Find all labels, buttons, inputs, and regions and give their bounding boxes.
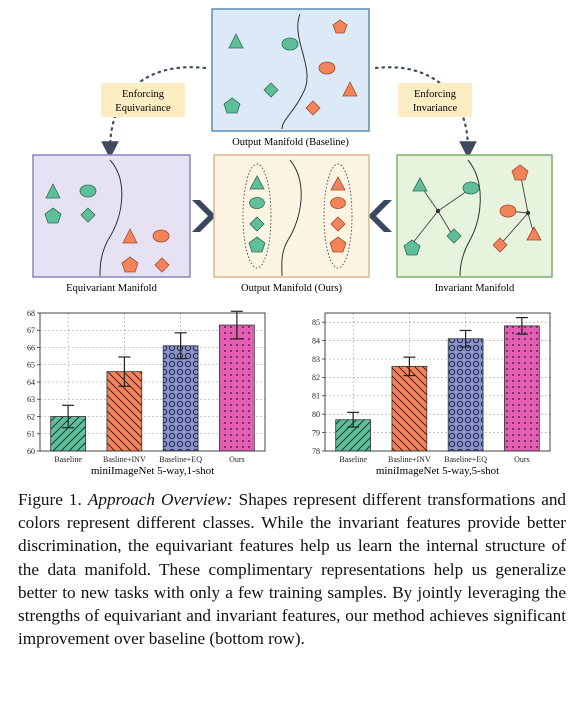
cluster-center-orange [525, 210, 531, 216]
cluster-teal-outline [242, 163, 272, 269]
shape-orange-ellipse [499, 204, 517, 218]
caption-body: Shapes represent different transformatio… [18, 490, 567, 649]
chevron-left-icon [368, 200, 392, 232]
y-tick-label: 82 [312, 373, 320, 382]
shape-teal-ellipse [79, 184, 97, 198]
cluster-center-teal [435, 208, 441, 214]
bar-baseline-eq [162, 345, 199, 452]
y-tick-label: 66 [27, 343, 35, 352]
y-tick-label: 81 [312, 392, 320, 401]
panel-label-ours: Output Manifold (Ours) [241, 283, 342, 294]
shape-orange-ellipse [330, 197, 346, 209]
arrow-to-invariant [374, 66, 477, 159]
shape-orange-pentagon [332, 19, 348, 34]
tag-enforcing-equivariance: Enforcing Equivariance [101, 83, 185, 117]
caption-title: Approach Overview: [87, 490, 233, 509]
y-tick-label: 78 [312, 447, 320, 456]
plot-frame [324, 312, 551, 452]
bar-ours [504, 325, 540, 452]
bar-ours [219, 324, 255, 452]
panel-invariant: Invariant Manifold [396, 154, 553, 294]
shape-teal-diamond [263, 82, 279, 98]
shape-teal-triangle [228, 33, 244, 49]
shape-orange-triangle [122, 228, 138, 244]
x-tick-label: Ours [514, 455, 530, 464]
y-tick-label: 84 [312, 336, 320, 345]
shape-orange-ellipse [152, 229, 170, 243]
bar-basline-inv [391, 365, 428, 452]
y-tick-label: 64 [27, 378, 35, 387]
shape-orange-triangle [342, 81, 358, 97]
shape-orange-ellipse [318, 61, 336, 75]
shape-teal-diamond [80, 207, 96, 223]
shape-teal-ellipse [281, 37, 299, 51]
shape-teal-ellipse [249, 197, 265, 209]
x-tick-label: Baseline [54, 455, 82, 464]
shape-orange-pentagon [329, 236, 347, 253]
y-tick-label: 62 [27, 412, 35, 421]
panel-label-baseline: Output Manifold (Baseline) [232, 137, 349, 148]
y-tick-label: 80 [312, 410, 320, 419]
chart-5shot: 78 79 80 81 82 83 84 85 Baseline Basline+INV Basel… [312, 312, 551, 477]
shape-teal-pentagon [223, 97, 241, 114]
y-tick-label: 83 [312, 355, 320, 364]
tag-invariance-line1: Enforcing [414, 89, 457, 100]
shape-teal-pentagon [44, 207, 62, 224]
shape-teal-pentagon [403, 239, 421, 256]
shape-teal-triangle [45, 183, 61, 199]
y-tick-label: 65 [27, 361, 35, 370]
figure-caption: Figure 1. Approach Overview: Shapes repr… [18, 488, 566, 650]
panel-output-ours: Output Manifold (Ours) [213, 154, 370, 294]
x-tick-label: Basline+INV [388, 455, 431, 464]
shape-orange-diamond [330, 216, 346, 232]
approach-overview-figure: Output Manifold (Baseline) Enforcing Equ… [27, 8, 553, 477]
figure-label: Figure 1. [18, 490, 82, 509]
panel-label-equivariant: Equivariant Manifold [66, 283, 157, 294]
x-tick-label: Basline+INV [103, 455, 146, 464]
bar-baseline [50, 416, 86, 452]
shape-orange-diamond [492, 237, 508, 253]
shape-orange-diamond [154, 257, 170, 273]
shape-orange-pentagon [121, 256, 139, 273]
tag-equivariance-line1: Enforcing [122, 89, 165, 100]
plot-frame [39, 312, 266, 452]
panel-output-baseline: Output Manifold (Baseline) [211, 8, 370, 148]
y-tick-label: 60 [27, 447, 35, 456]
panel-equivariant: Equivariant Manifold [32, 154, 191, 294]
shape-teal-diamond [446, 228, 462, 244]
y-tick-label: 79 [312, 428, 320, 437]
bar-baseline-eq [447, 338, 484, 452]
tag-enforcing-invariance: Enforcing Invariance [398, 83, 472, 117]
y-tick-label: 68 [27, 309, 35, 318]
x-tick-label: Baseline+EQ [159, 455, 202, 464]
x-axis-label: miniImageNet 5-way,5-shot [376, 465, 499, 477]
tag-equivariance-line2: Equivariance [115, 103, 171, 114]
shape-orange-pentagon [511, 164, 529, 181]
chevron-right-icon [192, 200, 216, 232]
x-tick-label: Ours [229, 455, 245, 464]
shape-teal-pentagon [248, 236, 266, 253]
chart-1shot: 60 61 62 63 64 65 66 67 68 Baseline Basline+INV Bas… [27, 309, 266, 477]
shape-orange-triangle [330, 176, 346, 191]
shape-teal-ellipse [462, 181, 480, 195]
x-tick-label: Baseline+EQ [444, 455, 487, 464]
shape-teal-triangle [249, 175, 265, 190]
y-tick-label: 85 [312, 318, 320, 327]
cluster-orange-outline [323, 163, 353, 269]
x-tick-label: Baseline [339, 455, 367, 464]
panel-label-invariant: Invariant Manifold [435, 283, 515, 294]
x-axis-label: miniImageNet 5-way,1-shot [91, 465, 214, 477]
shape-orange-diamond [305, 100, 321, 116]
tag-invariance-line2: Invariance [413, 103, 458, 114]
shape-orange-triangle [526, 226, 542, 241]
shape-teal-diamond [249, 216, 265, 232]
y-tick-label: 67 [27, 326, 35, 335]
shape-teal-triangle [412, 177, 428, 192]
y-tick-label: 63 [27, 395, 35, 404]
y-tick-label: 61 [27, 430, 35, 439]
